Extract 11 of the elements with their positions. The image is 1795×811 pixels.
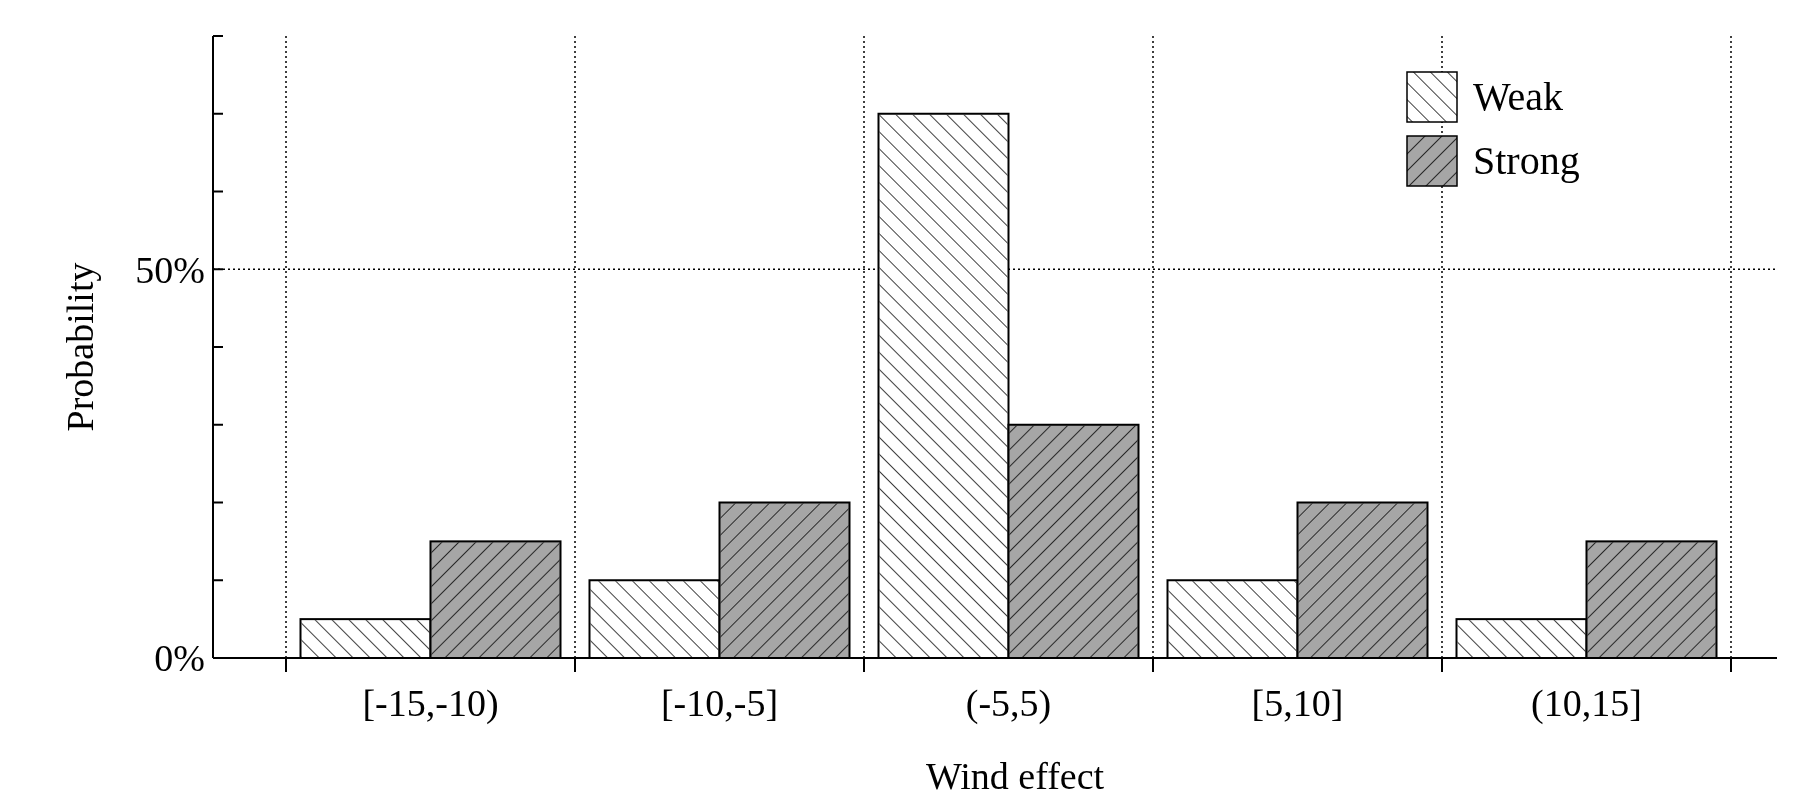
legend-label: Weak bbox=[1473, 74, 1564, 119]
y-tick-label: 0% bbox=[154, 637, 205, 680]
x-tick-label: (10,15] bbox=[1531, 682, 1642, 725]
x-tick-label: [-10,-5] bbox=[660, 682, 779, 724]
legend-label: Strong bbox=[1473, 138, 1580, 183]
x-axis-title: Wind effect bbox=[925, 755, 1105, 797]
x-tick-label: [5,10] bbox=[1251, 682, 1344, 724]
y-tick-label: 50% bbox=[135, 248, 205, 291]
x-tick-label: (-5,5) bbox=[965, 682, 1052, 725]
y-axis-title: Probability bbox=[59, 262, 101, 432]
x-tick-label: [-15,-10) bbox=[362, 682, 499, 725]
